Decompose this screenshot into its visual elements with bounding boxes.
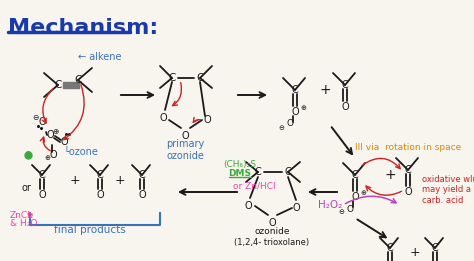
Text: O: O — [341, 102, 349, 112]
Text: III via  rotation in space: III via rotation in space — [355, 144, 461, 152]
Text: O: O — [203, 115, 211, 125]
Text: C: C — [387, 243, 393, 253]
Text: O: O — [286, 120, 293, 128]
Text: or Zn/HCl: or Zn/HCl — [233, 181, 275, 191]
Text: ⊕: ⊕ — [44, 155, 50, 161]
Text: primary
ozonide: primary ozonide — [166, 139, 204, 161]
Text: C: C — [38, 170, 46, 180]
Text: O: O — [96, 190, 104, 200]
Text: ⊖: ⊖ — [278, 125, 284, 131]
Text: O: O — [346, 205, 354, 213]
Text: DMS: DMS — [228, 169, 252, 179]
Text: O: O — [38, 190, 46, 200]
Text: & H₂O: & H₂O — [10, 220, 37, 228]
Text: ozonide: ozonide — [254, 228, 290, 236]
Text: O: O — [181, 131, 189, 141]
Text: ⊕: ⊕ — [52, 128, 58, 137]
Text: +: + — [319, 83, 331, 97]
Text: C: C — [352, 170, 358, 180]
Text: O: O — [46, 130, 54, 140]
Text: +: + — [70, 174, 80, 187]
Text: C: C — [292, 85, 298, 95]
Text: ⊖: ⊖ — [338, 209, 344, 215]
Text: C: C — [405, 165, 411, 175]
Text: ⊖: ⊖ — [32, 114, 38, 122]
Text: C: C — [255, 167, 261, 177]
Text: O: O — [38, 117, 46, 127]
Text: H₂O₂: H₂O₂ — [318, 200, 342, 210]
Text: O: O — [159, 113, 167, 123]
Text: O: O — [404, 187, 412, 197]
Text: oxidative wlu
may yield a
carb. acid: oxidative wlu may yield a carb. acid — [422, 175, 474, 205]
Text: ← alkene: ← alkene — [78, 52, 121, 62]
Text: +: + — [384, 168, 396, 182]
Text: C: C — [196, 73, 204, 83]
Text: O: O — [268, 218, 276, 228]
Text: C: C — [342, 80, 348, 90]
Text: Mechanism:: Mechanism: — [8, 18, 158, 38]
Text: O: O — [292, 203, 300, 213]
Text: +: + — [410, 246, 420, 258]
Text: C: C — [55, 80, 62, 90]
Text: C: C — [168, 73, 176, 83]
Text: O: O — [25, 151, 31, 159]
Text: O: O — [244, 201, 252, 211]
Text: C: C — [74, 75, 82, 85]
Text: ⊕: ⊕ — [300, 105, 306, 111]
Text: or: or — [22, 183, 32, 193]
Text: final products: final products — [54, 225, 126, 235]
Text: O: O — [49, 150, 57, 160]
Text: (CH₆)₂S: (CH₆)₂S — [224, 161, 256, 169]
Text: O: O — [138, 190, 146, 200]
Text: O: O — [351, 192, 359, 202]
Text: └ozone: └ozone — [64, 147, 99, 157]
Text: ZnCl₂: ZnCl₂ — [10, 211, 35, 220]
Text: +: + — [115, 174, 125, 187]
Text: C: C — [97, 170, 103, 180]
Text: (1,2,4- trioxolane): (1,2,4- trioxolane) — [235, 238, 310, 246]
Text: C: C — [284, 167, 292, 177]
Text: O: O — [291, 107, 299, 117]
Text: ⊕: ⊕ — [360, 190, 366, 196]
Text: C: C — [138, 170, 146, 180]
Text: C: C — [432, 243, 438, 253]
Text: O: O — [60, 137, 68, 147]
